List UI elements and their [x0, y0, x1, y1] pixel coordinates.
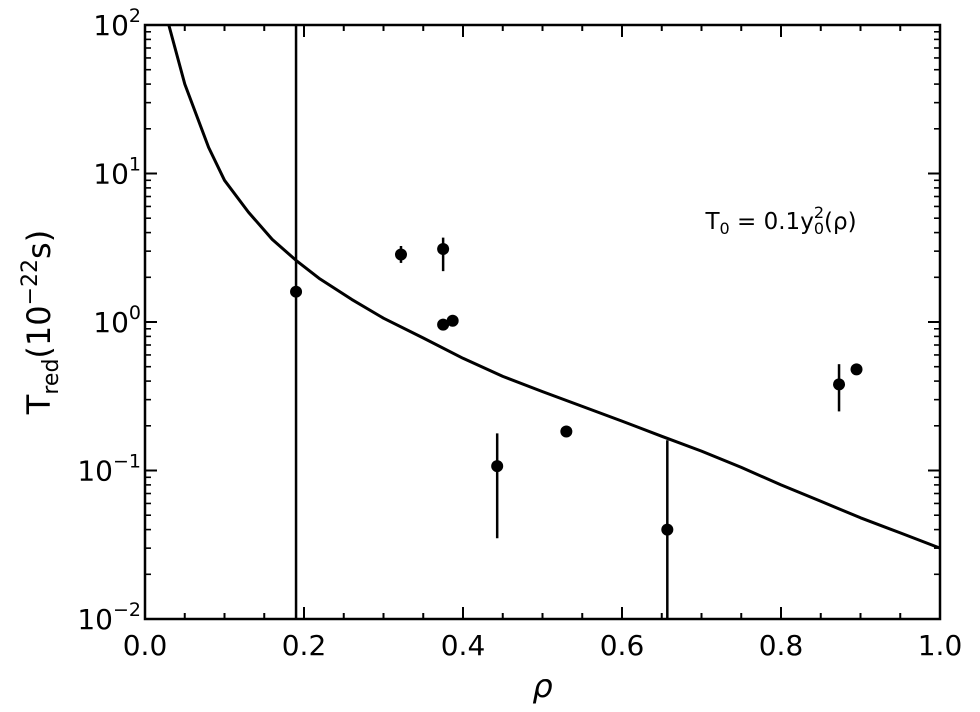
points-layer [290, 25, 863, 619]
data-point [491, 460, 504, 473]
formula-annotation: T0 = 0.1y2 0(ρ) [704, 203, 856, 238]
y-tick-label: 102 [93, 5, 141, 42]
curve-layer [167, 24, 941, 550]
data-point [437, 243, 450, 256]
x-tick-label: 1.0 [918, 629, 963, 662]
x-tick-label: 0.8 [759, 629, 804, 662]
y-tick-label: 100 [93, 302, 141, 339]
data-point [437, 318, 450, 331]
data-point [833, 378, 846, 391]
data-point [446, 314, 459, 327]
x-tick-label: 0.0 [123, 629, 168, 662]
y-axis-label: Tred(10−22s) [18, 230, 64, 415]
x-axis-label: ρ [532, 667, 552, 705]
x-tick-label: 0.6 [600, 629, 645, 662]
data-point [394, 248, 407, 261]
x-tick-label: 0.4 [441, 629, 486, 662]
tick-labels-layer: 0.0 0.2 0.4 0.6 0.8 1.0 102 101 100 10−1 10−2 [77, 5, 962, 662]
y-tick-label: 10−2 [77, 599, 141, 636]
data-point [290, 285, 303, 298]
data-point [850, 363, 863, 376]
y-tick-label: 101 [93, 154, 141, 191]
model-curve [167, 24, 941, 550]
x-tick-label: 0.2 [282, 629, 327, 662]
y-tick-label: 10−1 [77, 451, 141, 488]
data-point [560, 425, 573, 438]
ticks-layer [144, 24, 941, 620]
data-point [661, 523, 674, 536]
